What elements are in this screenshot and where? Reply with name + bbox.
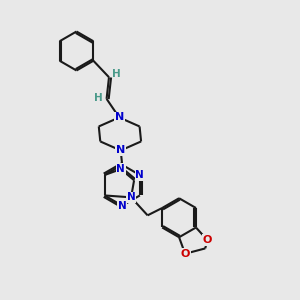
Text: O: O — [203, 235, 212, 245]
Text: H: H — [112, 69, 121, 79]
Text: N: N — [136, 170, 144, 180]
Text: N: N — [116, 164, 125, 174]
Text: N: N — [127, 192, 136, 202]
Text: N: N — [115, 112, 124, 122]
Text: N: N — [116, 146, 125, 155]
Text: O: O — [180, 249, 190, 259]
Text: H: H — [94, 93, 103, 103]
Text: N: N — [118, 201, 127, 211]
